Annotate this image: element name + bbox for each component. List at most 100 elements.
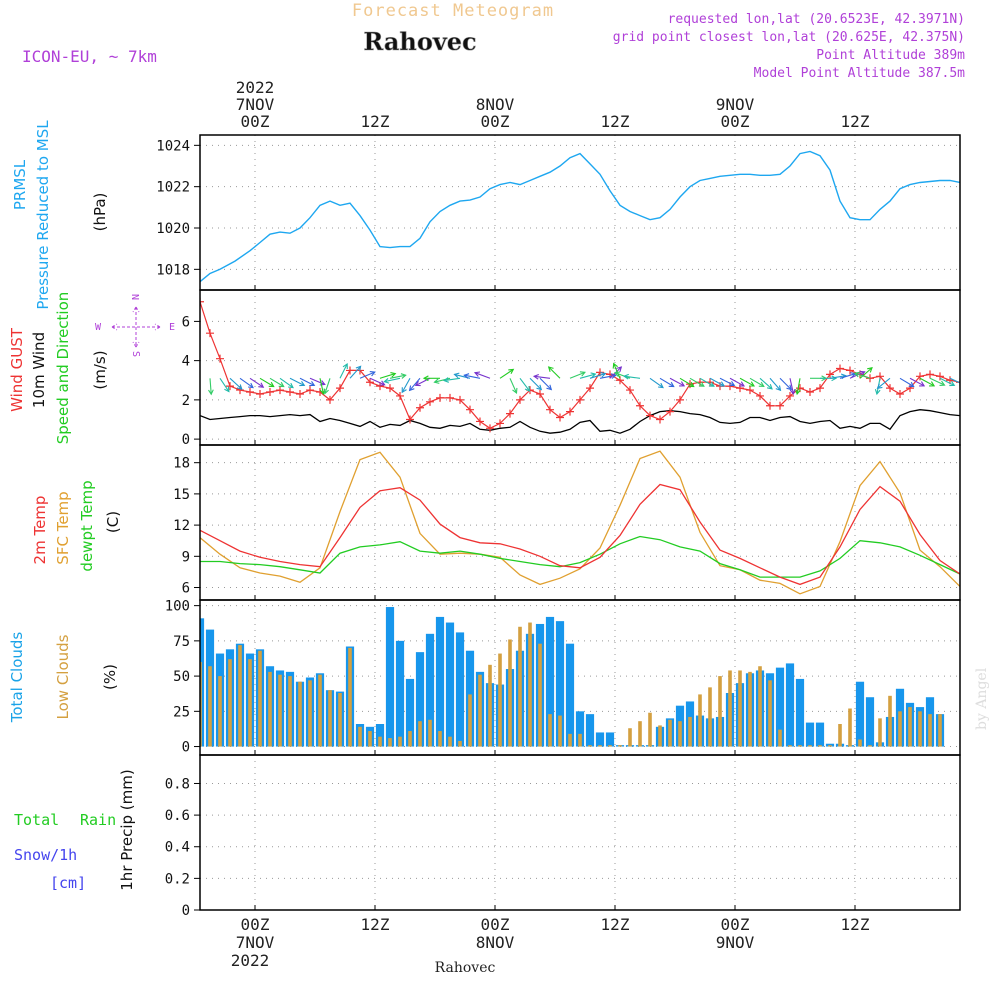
wind-arrowhead <box>299 380 306 387</box>
wind-arrow <box>659 377 675 387</box>
total-cloud-bar <box>545 616 555 747</box>
wind-arrowhead <box>453 372 460 379</box>
compass-s: S <box>130 351 141 357</box>
gust-marker <box>586 384 594 393</box>
gust-marker <box>496 419 504 428</box>
watermark: by Angel <box>974 667 990 730</box>
wind-arrowhead <box>622 373 629 380</box>
wind-arrow <box>539 377 552 390</box>
wind-arrow <box>839 373 856 379</box>
wind-arrow <box>579 373 596 379</box>
gust-marker <box>426 397 434 406</box>
y-tick-label: 0.8 <box>165 776 190 792</box>
gust-marker <box>836 364 844 373</box>
wind-arrowhead <box>708 381 715 387</box>
wind-arrow <box>309 377 325 385</box>
total-cloud-bar <box>445 622 455 747</box>
low-cloud-bar <box>538 643 542 747</box>
wind-arrow <box>401 378 411 393</box>
gust-marker <box>216 354 224 363</box>
low-cloud-bar <box>868 745 872 747</box>
gust-marker <box>536 389 544 398</box>
gust-marker <box>926 370 934 379</box>
legend-snow: Snow/1h <box>14 846 77 864</box>
bottom-day-label: 9NOV <box>716 933 755 952</box>
wind-arrow <box>614 372 631 379</box>
plot-area-wind <box>200 297 960 434</box>
wind-arrowhead <box>775 385 782 392</box>
wind-arrowhead <box>668 381 675 388</box>
gust-marker <box>346 366 354 375</box>
total-cloud-bar <box>805 722 815 747</box>
bottom-day-label: 8NOV <box>476 933 515 952</box>
low-cloud-bar <box>678 721 682 747</box>
wind-arrow <box>434 377 451 383</box>
bottom-hour-label: 00Z <box>481 915 510 934</box>
dewpt-line <box>200 535 960 578</box>
wind-arrowhead <box>612 362 618 369</box>
top-hour-label: 12Z <box>361 112 390 131</box>
y-tick-label: 75 <box>173 634 190 650</box>
wind-label-gust: Wind GUST <box>8 327 26 412</box>
total-cloud-bar <box>855 681 865 747</box>
wind-arrowhead <box>236 384 243 390</box>
wind-arrowhead <box>590 372 597 378</box>
wind-arrow <box>219 377 230 392</box>
panel-precip: 0 0.2 0.4 0.6 0.8 <box>165 754 961 919</box>
top-hour-label: 00Z <box>241 112 270 131</box>
wind-arrowhead <box>401 387 407 394</box>
clouds-units: (%) <box>101 664 119 690</box>
compass-n: N <box>129 294 140 300</box>
wind-arrow <box>789 378 795 395</box>
low-cloud-bar <box>438 731 442 747</box>
low-cloud-bar <box>448 736 452 747</box>
low-cloud-bar <box>718 676 722 747</box>
total-cloud-bar <box>565 643 575 747</box>
gust-marker <box>676 395 684 404</box>
low-cloud-bar <box>388 738 392 747</box>
panel-clouds: 0 25 50 75 100 <box>165 599 961 756</box>
wind-arrowhead <box>766 384 773 390</box>
wind-arrow <box>759 377 773 390</box>
wind-arrowhead <box>698 381 705 387</box>
wind-arrowhead <box>579 371 586 377</box>
low-cloud-bar <box>418 721 422 747</box>
wind-arrowhead <box>355 365 362 372</box>
wind-arrowhead <box>369 371 376 377</box>
top-day-label: 8NOV <box>476 95 515 114</box>
low-cloud-bar <box>638 721 642 747</box>
y-tick-label: 0 <box>182 740 190 756</box>
wind-arrow <box>259 377 275 387</box>
wind-arrow <box>729 377 745 387</box>
header: Forecast Meteogram Rahovec ICON-EU, ~ 7k… <box>22 1 965 81</box>
low-cloud-bar <box>368 731 372 747</box>
gust-line <box>200 301 960 429</box>
grid-point-coords: grid point closest lon,lat (20.625E, 42.… <box>613 30 965 45</box>
gust-marker <box>446 393 454 402</box>
low-cloud-bar <box>608 745 612 747</box>
low-cloud-bar <box>408 731 412 747</box>
gust-marker <box>666 407 674 416</box>
wind-arrow <box>409 377 421 391</box>
low-cloud-bar <box>768 680 772 747</box>
low-cloud-bar <box>778 729 782 747</box>
low-cloud-bar <box>858 739 862 747</box>
gust-marker <box>846 366 854 375</box>
gust-marker <box>766 401 774 410</box>
low-cloud-bar <box>328 690 332 747</box>
wind-arrow <box>929 377 945 386</box>
wind-arrowhead <box>749 381 755 387</box>
wind-arrow <box>959 378 960 379</box>
wind-arrowhead <box>859 370 866 377</box>
gust-marker <box>656 415 664 424</box>
gust-marker <box>566 407 574 416</box>
temp2m-line <box>200 483 960 586</box>
requested-coords: requested lon,lat (20.6523E, 42.3971N) <box>668 12 965 27</box>
wind-arrowhead <box>379 380 386 386</box>
low-cloud-bar <box>618 745 622 747</box>
total-cloud-bar <box>775 667 785 747</box>
low-cloud-bar <box>628 728 632 747</box>
temp-label-dewpt: dewpt Temp <box>78 480 96 571</box>
